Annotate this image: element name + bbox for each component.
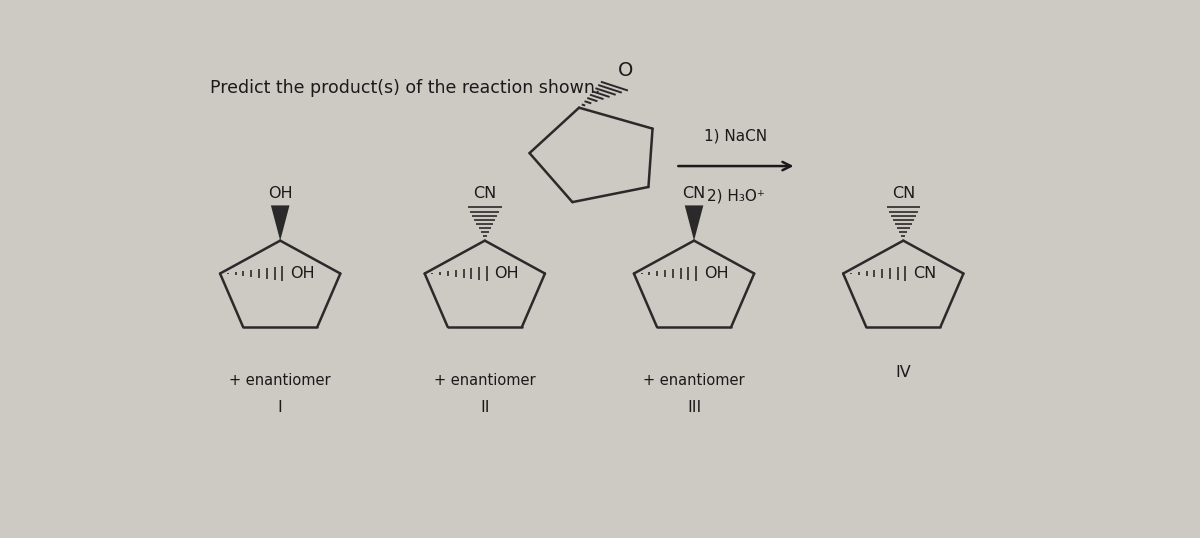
Text: O: O — [618, 61, 634, 80]
Polygon shape — [271, 206, 289, 240]
Text: CN: CN — [683, 186, 706, 201]
Text: OH: OH — [494, 266, 520, 281]
Text: 2) H₃O⁺: 2) H₃O⁺ — [707, 189, 764, 204]
Text: Predict the product(s) of the reaction shown.: Predict the product(s) of the reaction s… — [210, 79, 601, 97]
Text: 1) NaCN: 1) NaCN — [704, 128, 768, 143]
Text: OH: OH — [703, 266, 728, 281]
Text: I: I — [278, 400, 282, 415]
Text: III: III — [686, 400, 701, 415]
Text: OH: OH — [290, 266, 314, 281]
Text: + enantiomer: + enantiomer — [643, 373, 745, 388]
Text: CN: CN — [473, 186, 497, 201]
Text: CN: CN — [913, 266, 936, 281]
Text: + enantiomer: + enantiomer — [434, 373, 535, 388]
Text: + enantiomer: + enantiomer — [229, 373, 331, 388]
Text: CN: CN — [892, 186, 914, 201]
Text: II: II — [480, 400, 490, 415]
Text: OH: OH — [268, 186, 293, 201]
Text: IV: IV — [895, 365, 911, 380]
Polygon shape — [685, 206, 703, 240]
